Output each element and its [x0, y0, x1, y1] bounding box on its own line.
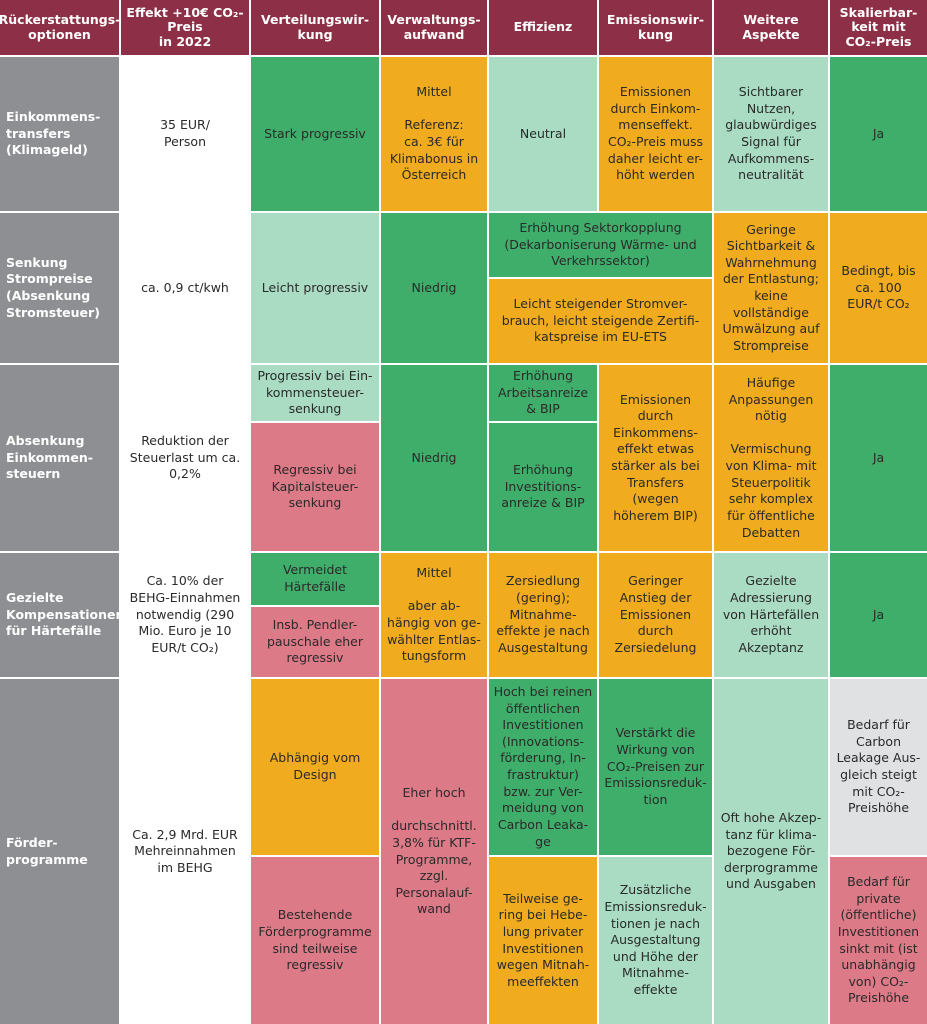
r2-verwaltung: Niedrig: [381, 213, 487, 363]
r1-verteilung: Stark progressiv: [251, 57, 379, 211]
r5-effekt: Ca. 2,9 Mrd. EUR Mehreinnahmen im BEHG: [121, 679, 249, 1024]
header-effizienz: Effizienz: [489, 0, 597, 55]
r5-skalierbar-b: Bedarf für private (öffentliche) Investi…: [830, 857, 927, 1024]
r1-verwaltung: Mittel Referenz: ca. 3€ für Klimabonus i…: [381, 57, 487, 211]
r4-emission: Geringer Anstieg der Emissionen durch Ze…: [599, 553, 712, 677]
r5-verteilung-a: Abhängig vom Design: [251, 679, 379, 855]
r4-effizienz: Zersiedlung (gering); Mitnahme- effekte …: [489, 553, 597, 677]
r1-effizienz: Neutral: [489, 57, 597, 211]
r4-verwaltung: Mittel aber ab- hängig von ge- wählter E…: [381, 553, 487, 677]
r5-emission-a: Verstärkt die Wirkung von CO₂-Preisen zu…: [599, 679, 712, 855]
header-effekt: Effekt +10€ CO₂- Preis in 2022: [121, 0, 249, 55]
r2-effekt: ca. 0,9 ct/kwh: [121, 213, 249, 363]
r5-verteilung-b: Bestehende Förderprogramme sind teilweis…: [251, 857, 379, 1024]
row-label-absenkung-einkommensteuern: Absenkung Einkommen- steuern: [0, 365, 119, 551]
r3-weitere: Häufige Anpassungen nötig Vermischung vo…: [714, 365, 828, 551]
r2-weitere: Geringe Sichtbarkeit & Wahrnehmung der E…: [714, 213, 828, 363]
r2-skalierbar: Bedingt, bis ca. 100 EUR/t CO₂: [830, 213, 927, 363]
r4-effekt: Ca. 10% der BEHG-Einnahmen notwendig (29…: [121, 553, 249, 677]
r3-effizienz-b: Erhöhung Investitions- anreize & BIP: [489, 423, 597, 551]
header-verteilungswirkung: Verteilungswir- kung: [251, 0, 379, 55]
r5-weitere: Oft hohe Akzep- tanz für klima- bezogene…: [714, 679, 828, 1024]
r4-weitere: Gezielte Adressierung von Härtefällen er…: [714, 553, 828, 677]
header-weitere-aspekte: Weitere Aspekte: [714, 0, 828, 55]
header-emissionswirkung: Emissionswir- kung: [599, 0, 712, 55]
r2-effizienz-emission-a: Erhöhung Sektorkopplung (Dekarboniserung…: [489, 213, 712, 277]
r5-effizienz-a: Hoch bei reinen öffentlichen Investition…: [489, 679, 597, 855]
r4-verteilung-b: Insb. Pendler- pauschale eher regressiv: [251, 607, 379, 677]
header-rueckerstattung: Rückerstattungs- optionen: [0, 0, 120, 55]
row-label-foerderprogramme: Förder- programme: [0, 679, 119, 1024]
r5-verwaltung: Eher hoch durchschnittl. 3,8% für KTF- P…: [381, 679, 487, 1024]
row-label-gezielte-kompensationen: Gezielte Kompensationen für Härtefälle: [0, 553, 124, 677]
r4-verteilung-a: Vermeidet Härtefälle: [251, 553, 379, 605]
row-label-einkommenstransfers: Einkommens- transfers (Klimageld): [0, 57, 119, 211]
row-label-senkung-strompreise: Senkung Strompreise (Absenkung Stromsteu…: [0, 213, 119, 363]
r3-verteilung-b: Regressiv bei Kapitalsteuer- senkung: [251, 423, 379, 551]
header-skalierbarkeit: Skalierbar- keit mit CO₂-Preis: [830, 0, 927, 55]
r4-skalierbar: Ja: [830, 553, 927, 677]
r1-weitere: Sichtbarer Nutzen, glaubwürdiges Signal …: [714, 57, 828, 211]
r3-effizienz-a: Erhöhung Arbeitsanreize & BIP: [489, 365, 597, 421]
r3-skalierbar: Ja: [830, 365, 927, 551]
r3-verwaltung: Niedrig: [381, 365, 487, 551]
r2-effizienz-emission-b: Leicht steigender Stromver- brauch, leic…: [489, 279, 712, 363]
r5-skalierbar-a: Bedarf für Carbon Leakage Aus- gleich st…: [830, 679, 927, 855]
r3-verteilung-a: Progressiv bei Ein- kommensteuer- senkun…: [251, 365, 379, 421]
r1-skalierbar: Ja: [830, 57, 927, 211]
r5-effizienz-b: Teilweise ge- ring bei Hebe- lung privat…: [489, 857, 597, 1024]
r1-effekt: 35 EUR/ Person: [121, 57, 249, 211]
r1-emission: Emissionen durch Einkom- menseffekt. CO₂…: [599, 57, 712, 211]
r3-effekt: Reduktion der Steuerlast um ca. 0,2%: [121, 365, 249, 551]
header-verwaltungsaufwand: Verwaltungs- aufwand: [381, 0, 487, 55]
r5-emission-b: Zusätzliche Emissionsreduk- tionen je na…: [599, 857, 712, 1024]
r3-emission: Emissionen durch Einkommens- effekt etwa…: [599, 365, 712, 551]
r2-verteilung: Leicht progressiv: [251, 213, 379, 363]
